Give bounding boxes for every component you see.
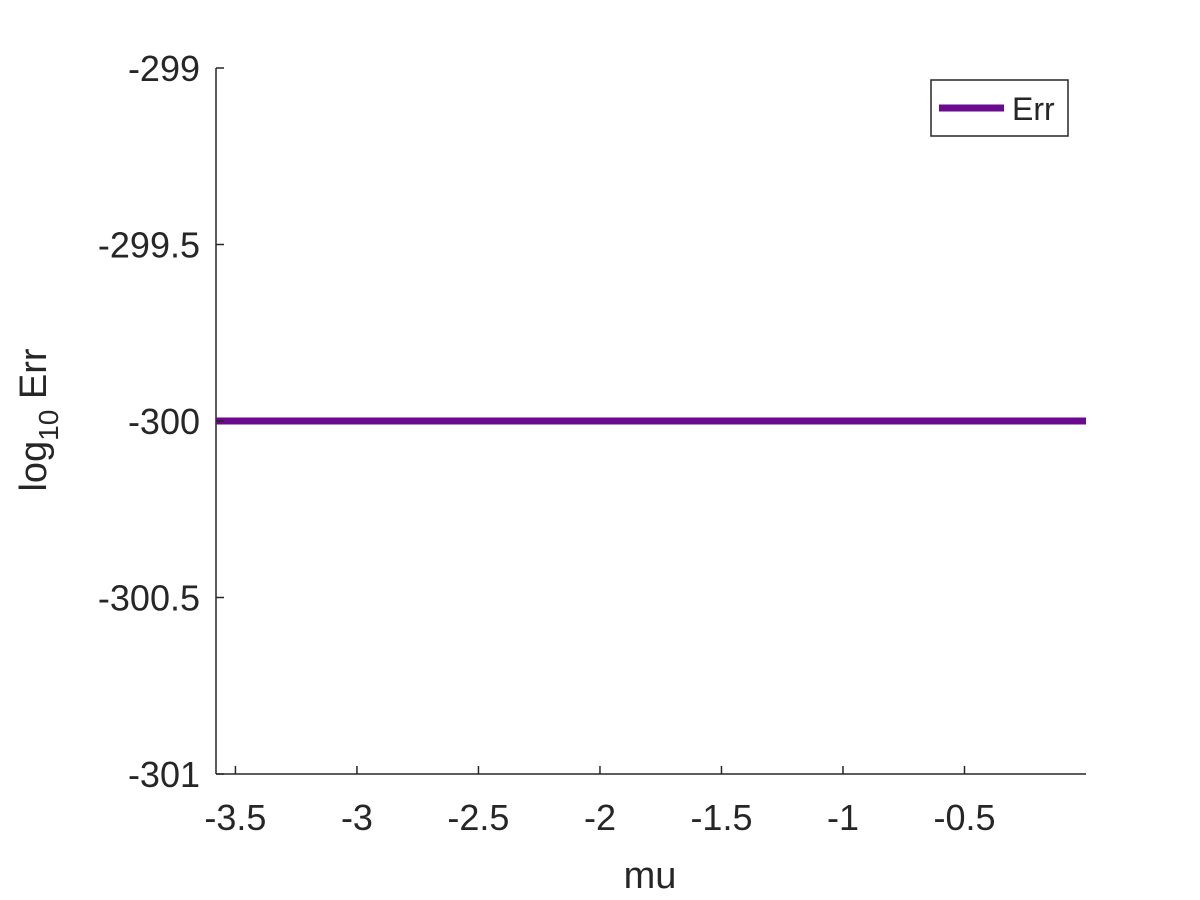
x-tick-label: -3: [341, 797, 373, 838]
y-axis-label-rest: Err: [13, 348, 55, 410]
x-tick-label: -1.5: [690, 797, 752, 838]
x-tick-label: -3.5: [204, 797, 266, 838]
y-tick-label: -300: [128, 401, 200, 442]
y-axis-label-subscript: 10: [33, 410, 64, 441]
x-ticks: -3.5 -3 -2.5 -2 -1.5 -1 -0.5: [204, 766, 996, 838]
y-tick-label: -301: [128, 754, 200, 795]
y-ticks: -301 -300.5 -300 -299.5 -299: [98, 48, 224, 795]
y-tick-label: -299: [128, 48, 200, 89]
x-tick-label: -0.5: [933, 797, 995, 838]
x-tick-label: -2.5: [447, 797, 509, 838]
y-axis-label: log10 Err: [13, 348, 64, 491]
legend: Err: [930, 79, 1069, 137]
x-tick-label: -2: [584, 797, 616, 838]
y-tick-label: -300.5: [98, 578, 200, 619]
y-axis-label-main: log: [13, 441, 55, 492]
x-tick-label: -1: [827, 797, 859, 838]
legend-label-err: Err: [1012, 91, 1055, 127]
y-tick-label: -299.5: [98, 225, 200, 266]
x-axis-label: mu: [624, 855, 677, 897]
